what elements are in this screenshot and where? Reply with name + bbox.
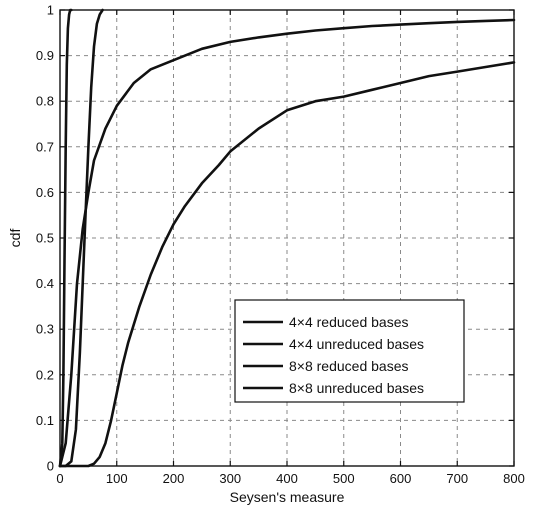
legend-label: 4×4 reduced bases — [289, 314, 408, 330]
y-tick-label: 1 — [47, 3, 54, 18]
y-axis-ticks: 0 0.1 0.2 0.3 0.4 0.5 0.6 0.7 0.8 0.9 1 — [36, 3, 514, 474]
y-tick-label: 0.5 — [36, 231, 54, 246]
legend-label: 4×4 unreduced bases — [289, 336, 424, 352]
legend-box — [234, 299, 465, 403]
legend-label: 8×8 reduced bases — [289, 358, 408, 374]
x-tick-label: 400 — [276, 471, 298, 486]
x-tick-label: 200 — [163, 471, 185, 486]
grid-lines — [60, 10, 514, 466]
series-line-2 — [58, 18, 516, 468]
y-tick-label: 0.9 — [36, 48, 54, 63]
y-tick-label: 0 — [47, 459, 54, 474]
series-curves — [58, 8, 516, 468]
x-tick-label: 100 — [106, 471, 128, 486]
y-tick-label: 0.8 — [36, 94, 54, 109]
legend: 4×4 reduced bases 4×4 unreduced bases 8×8 … — [234, 299, 465, 403]
series-line-1 — [58, 8, 73, 468]
legend-label: 8×8 unreduced bases — [289, 380, 424, 396]
x-axis-label: Seysen's measure — [230, 489, 345, 505]
x-axis-ticks: 0 100 200 300 400 500 600 700 800 — [56, 10, 525, 486]
y-tick-label: 0.2 — [36, 367, 54, 382]
x-tick-label: 0 — [56, 471, 63, 486]
series-line-4 — [58, 61, 516, 468]
series-line-3 — [58, 8, 104, 468]
y-tick-label: 0.3 — [36, 322, 54, 337]
legend-entries: 4×4 reduced bases 4×4 unreduced bases 8×8 … — [243, 314, 424, 396]
y-tick-label: 0.1 — [36, 413, 54, 428]
x-tick-label: 300 — [219, 471, 241, 486]
y-tick-label: 0.6 — [36, 185, 54, 200]
y-tick-label: 0.4 — [36, 276, 54, 291]
x-tick-label: 600 — [390, 471, 412, 486]
y-axis-label: cdf — [7, 229, 23, 248]
x-tick-label: 700 — [446, 471, 468, 486]
y-tick-label: 0.7 — [36, 139, 54, 154]
x-tick-label: 800 — [503, 471, 525, 486]
x-tick-label: 500 — [333, 471, 355, 486]
